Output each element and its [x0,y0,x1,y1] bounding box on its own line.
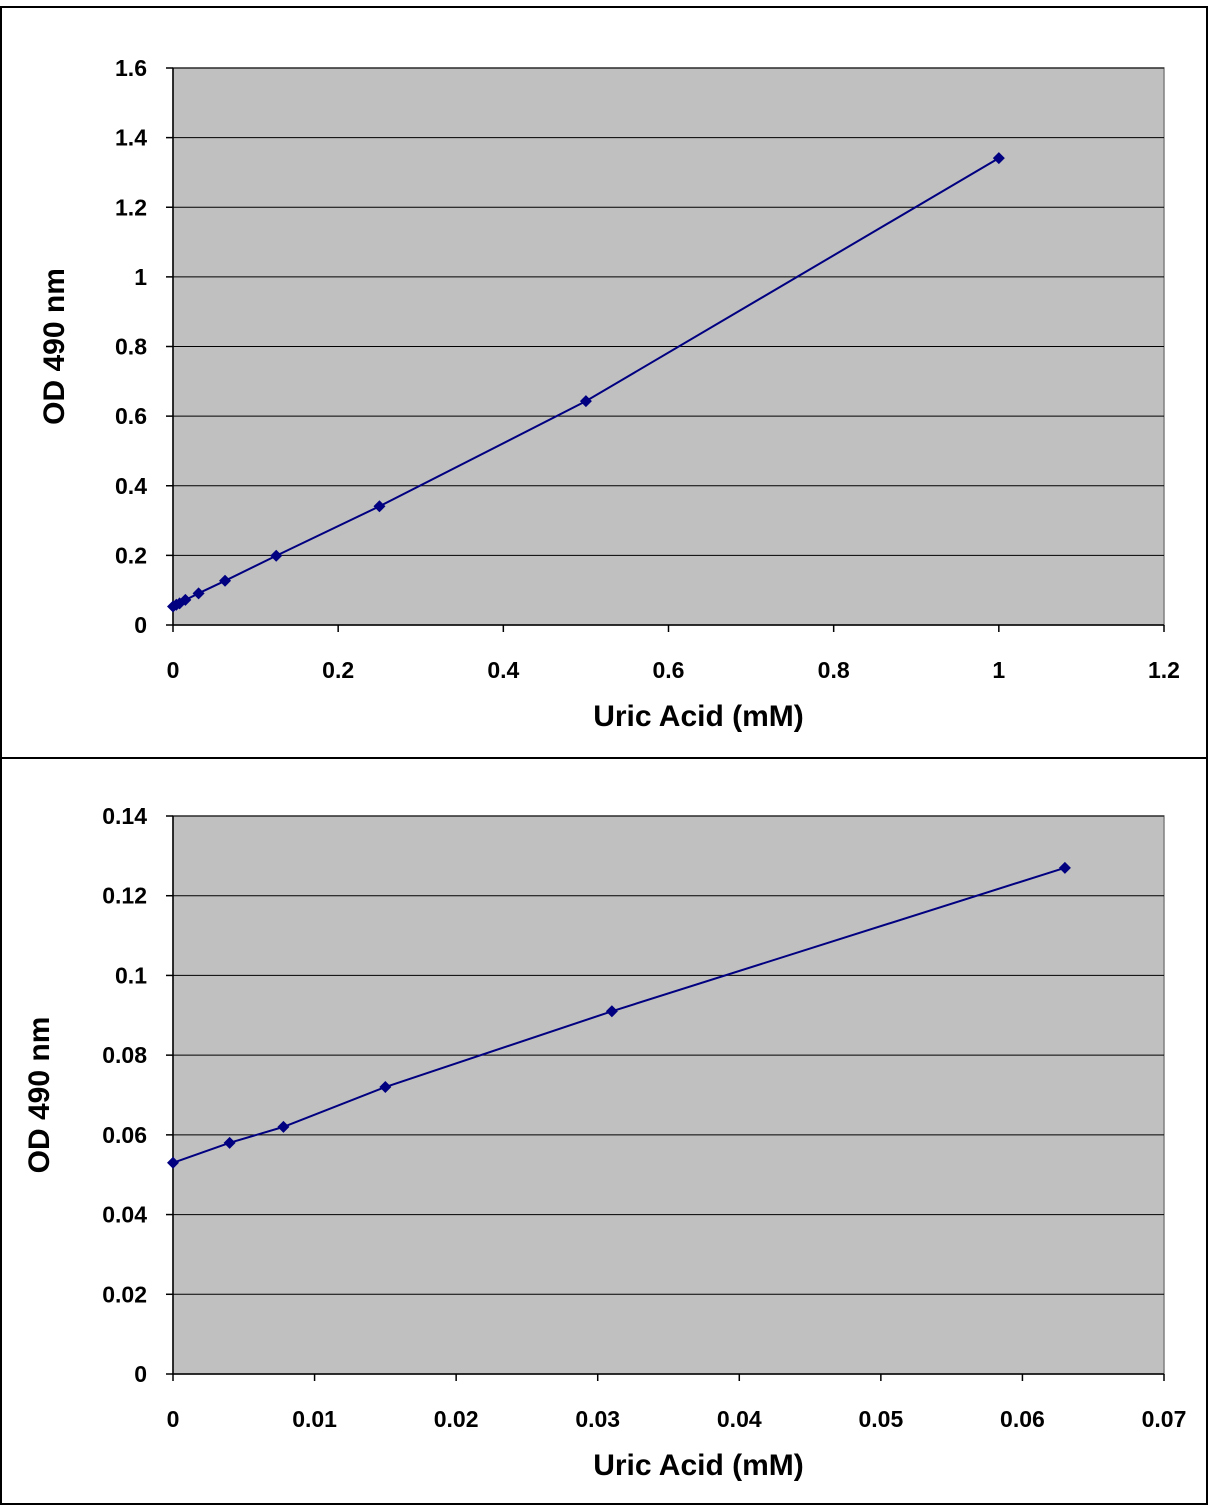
data-point-marker [373,500,386,513]
y-tick-label: 1 [134,264,147,290]
data-point-marker [270,549,283,562]
y-tick-label: 0.2 [115,542,147,568]
y-tick-label: 1.6 [115,55,147,81]
y-tick-label: 0.8 [115,334,147,360]
x-tick-label: 0.05 [858,1406,903,1432]
y-tick-label: 0 [134,612,147,638]
y-tick-label: 1.2 [115,194,147,220]
series-line [172,866,1066,1164]
data-point-marker [192,587,205,600]
x-tick-label: 1.2 [1148,657,1180,683]
y-tick-label: 0.1 [115,962,147,988]
y-axis-title: OD 490 nm [38,268,71,425]
x-tick-label: 0.01 [292,1406,337,1432]
data-point-marker [379,1081,392,1094]
y-tick-label: 0.02 [102,1281,147,1307]
x-tick-label: 0.02 [434,1406,479,1432]
y-tick-label: 0.4 [115,473,147,499]
x-tick-label: 0.6 [653,657,685,683]
y-axis-title: OD 490 nm [23,1017,56,1174]
x-tick-label: 0 [167,657,180,683]
y-tick-label: 0.08 [102,1042,147,1068]
x-tick-label: 0.4 [487,657,519,683]
y-tick-label: 0.04 [102,1202,147,1228]
data-point-marker [579,395,592,408]
data-point-marker [605,1005,618,1018]
data-point-marker [1058,861,1071,874]
y-tick-label: 0 [134,1361,147,1387]
data-point-marker [219,574,232,587]
x-tick-label: 0.06 [1000,1406,1045,1432]
data-point-marker [277,1120,290,1133]
x-tick-label: 1 [992,657,1005,683]
x-tick-label: 0.2 [322,657,354,683]
y-tick-label: 0.14 [102,803,147,829]
x-tick-label: 0.03 [575,1406,620,1432]
plot-area [172,815,1165,1375]
y-tick-label: 0.06 [102,1122,147,1148]
y-tick-label: 1.4 [115,125,147,151]
x-axis-title: Uric Acid (mM) [593,1449,804,1482]
data-point-marker [223,1136,236,1149]
x-tick-label: 0.8 [818,657,850,683]
data-point-marker [992,152,1005,165]
data-point-marker [167,1156,179,1169]
x-tick-label: 0.07 [1142,1406,1187,1432]
chart-panel-top: 0 0.2 0.4 0.6 0.8 1 1.2 1.4 1.6 0 0.2 0.4 0.6 0.8 1 1.2… [0,6,1208,759]
chart-bottom: 0 0.02 0.04 0.06 0.08 0.1 0.12 0.14 0 0.01 0.02 0.0… [23,803,1187,1482]
y-tick-label: 0.12 [102,883,147,909]
y-tick-label: 0.6 [115,403,147,429]
x-tick-label: 0 [167,1406,180,1432]
chart-panel-bottom: 0 0.02 0.04 0.06 0.08 0.1 0.12 0.14 0 0.01 0.02 0.0… [0,757,1208,1505]
data-point-marker [179,593,192,606]
x-tick-label: 0.04 [717,1406,762,1432]
x-axis-title: Uric Acid (mM) [593,700,804,733]
chart-top: 0 0.2 0.4 0.6 0.8 1 1.2 1.4 1.6 0 0.2 0.4 0.6 0.8 1 1.2… [38,55,1180,733]
